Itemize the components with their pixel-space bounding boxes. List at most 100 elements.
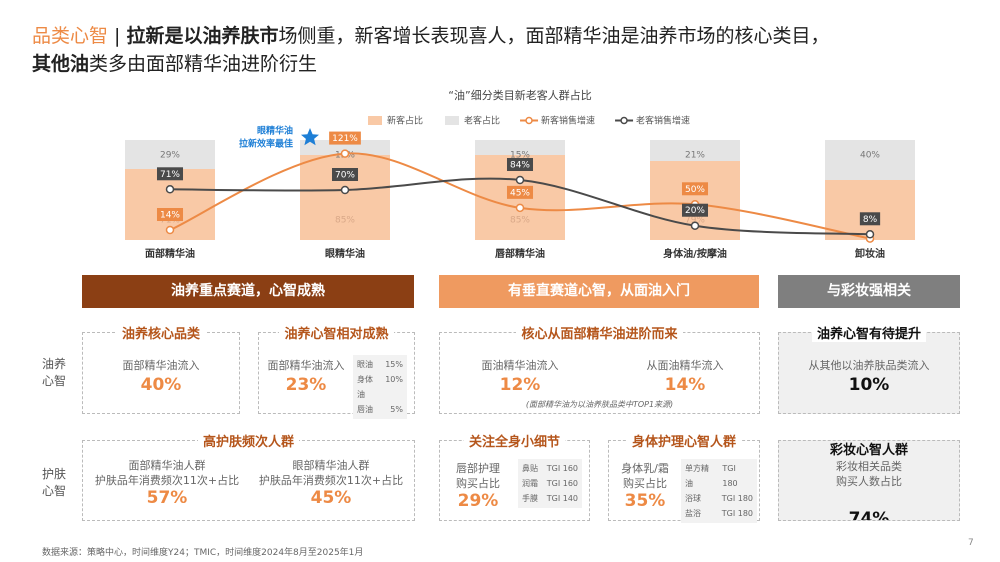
page-number: 7 <box>968 538 974 548</box>
line-label-bg <box>329 131 361 145</box>
cell: 身体油 <box>357 375 373 399</box>
box-value: 29% <box>457 491 499 511</box>
cell: TGI 140 <box>546 494 578 503</box>
banner: 油养重点赛道，心智成熟 <box>82 275 414 308</box>
bar-label: 21% <box>685 151 705 161</box>
bar-segment <box>300 140 390 155</box>
cell: 唇油 <box>357 405 373 414</box>
legend-swatch <box>368 116 382 125</box>
x-tick-label: 面部精华油 <box>145 247 195 260</box>
box-label: 彩妆相关品类 购买人数占比 <box>836 460 902 488</box>
info-box: 油养心智相对成熟 面部精华油流入 23% 眼油 15% 身体油 10% 唇油 5% <box>258 327 415 419</box>
cell: TGI 180 <box>721 494 753 503</box>
bar-label: 29% <box>160 151 180 161</box>
cell: TGI 160 <box>546 464 578 473</box>
headline-sep: | <box>108 25 127 47</box>
cell: 10% <box>385 375 403 384</box>
cell: 盐浴 <box>685 509 701 518</box>
box-label: 从面油精华流入 <box>646 359 724 372</box>
legend-label: 新客占比 <box>387 115 423 127</box>
banner: 与彩妆强相关 <box>778 275 960 308</box>
cell: 单方精油 <box>685 464 709 488</box>
box-label: 从其他以油养肤品类流入 <box>808 359 930 372</box>
cell: 鼻贴 <box>522 464 538 473</box>
box-label: 面部精华油流入 <box>122 359 200 372</box>
cell: 5% <box>390 405 403 414</box>
bar-segment <box>825 140 915 180</box>
line-point <box>690 221 700 230</box>
box-value: 74% <box>848 509 890 521</box>
x-tick-label: 眼精华油 <box>325 247 365 260</box>
box-label: 身体乳/霜 购买占比 <box>621 462 669 490</box>
line-label: 20% <box>685 206 705 216</box>
source-note: 数据来源：策略中心，时间维度Y24；TMIC，时间维度2024年8月至2025年… <box>42 548 364 558</box>
box-title: 彩妆心智人群 <box>824 443 913 458</box>
chart-title: “油”细分类目新老客人群占比 <box>448 88 591 102</box>
info-box: 彩妆心智人群 彩妆相关品类 购买人数占比 74% <box>778 440 960 521</box>
headline-bold: 拉新是以油养肤市 <box>126 25 279 47</box>
legend-swatch <box>445 116 460 125</box>
box-value: 45% <box>310 488 352 508</box>
box-label: 面油精华油流入 <box>481 359 559 372</box>
headline-tag: 品类心智 <box>32 25 109 47</box>
legend-label: 老客销售增速 <box>636 115 690 127</box>
annotation: 眼精华油 <box>257 125 293 137</box>
cell: 润霜 <box>522 479 538 488</box>
side-table: 眼油 15% 身体油 10% 唇油 5% <box>353 355 407 419</box>
line-label: 71% <box>160 170 180 180</box>
bar-label: 15% <box>510 151 530 161</box>
box-title: 身体护理心智人群 <box>626 435 741 450</box>
line-label: 8% <box>863 215 878 225</box>
line-point <box>165 225 175 235</box>
line-point <box>515 203 525 213</box>
x-tick-label: 唇部精华油 <box>495 247 545 260</box>
line-label: 84% <box>510 161 530 171</box>
line-point <box>340 149 350 158</box>
line-point <box>865 230 875 239</box>
box-label: 眼部精华油人群 护肤品年消费频次11次+占比 <box>258 459 404 487</box>
cell: 15% <box>385 360 403 369</box>
box-title: 油养心智相对成熟 <box>279 327 394 342</box>
line-label-bg <box>156 208 184 221</box>
info-box: 关注全身小细节 唇部护理 购买占比 29% 鼻贴 TGI 160 润霜 TGI 16… <box>439 435 590 521</box>
line-label: 50% <box>685 185 705 195</box>
line-label-bg <box>681 182 709 196</box>
bar-segment <box>825 180 915 240</box>
box-value: 35% <box>624 491 666 511</box>
headline-bold: 其他油 <box>32 53 90 75</box>
box-value: 10% <box>848 375 890 395</box>
box-title: 核心从面部精华油进阶而来 <box>516 327 683 342</box>
info-box: 身体护理心智人群 身体乳/霜 购买占比 35% 单方精油 TGI 180 浴球 TG… <box>608 435 760 523</box>
box-title: 油养心智有待提升 <box>811 327 926 342</box>
bar-label: 85% <box>335 216 355 226</box>
line-label-bg <box>506 158 534 171</box>
info-box: 核心从面部精华油进阶而来 面油精华油流入 12% 从面油精华流入 14% (面部… <box>439 327 760 414</box>
cell: TGI 160 <box>546 479 578 488</box>
box-value: 57% <box>146 488 188 508</box>
info-box: 油养核心品类 面部精华油流入 40% <box>82 327 240 414</box>
box-value: 40% <box>140 375 182 395</box>
cell: 浴球 <box>685 494 701 503</box>
bar-segment <box>125 140 215 169</box>
headline-text: 场侧重，新客增长表现喜人，面部精华油是油养市场的核心类目， <box>278 25 830 47</box>
bar-segment <box>300 155 390 240</box>
line-label-bg <box>859 212 881 226</box>
legend-label: 老客占比 <box>464 115 500 127</box>
annotation: 拉新效率最佳 <box>239 138 293 150</box>
box-title: 关注全身小细节 <box>463 435 565 450</box>
bar-segment <box>475 140 565 155</box>
box-note: (面部精华油为以油养肤品类中TOP1来源) <box>525 400 674 409</box>
legend-label: 新客销售增速 <box>541 115 595 127</box>
headline: 品类心智 | 拉新是以油养肤市场侧重，新客增长表现喜人，面部精华油是油养市场的核… <box>32 22 830 78</box>
chart: “油”细分类目新老客人群占比 新客占比 老客占比 新客销售增速 老客销售增速 71% 85… <box>125 88 915 260</box>
bar-label: 79% <box>685 216 705 226</box>
box-label: 面部精华油流入 <box>267 359 345 372</box>
cell: 手膜 <box>522 494 538 503</box>
cell: 眼油 <box>357 360 373 369</box>
box-title: 油养核心品类 <box>116 327 205 342</box>
bar-label: 85% <box>510 216 530 226</box>
line-label: 14% <box>160 211 180 221</box>
line-label: 70% <box>335 171 355 181</box>
line-label-bg <box>681 203 709 217</box>
